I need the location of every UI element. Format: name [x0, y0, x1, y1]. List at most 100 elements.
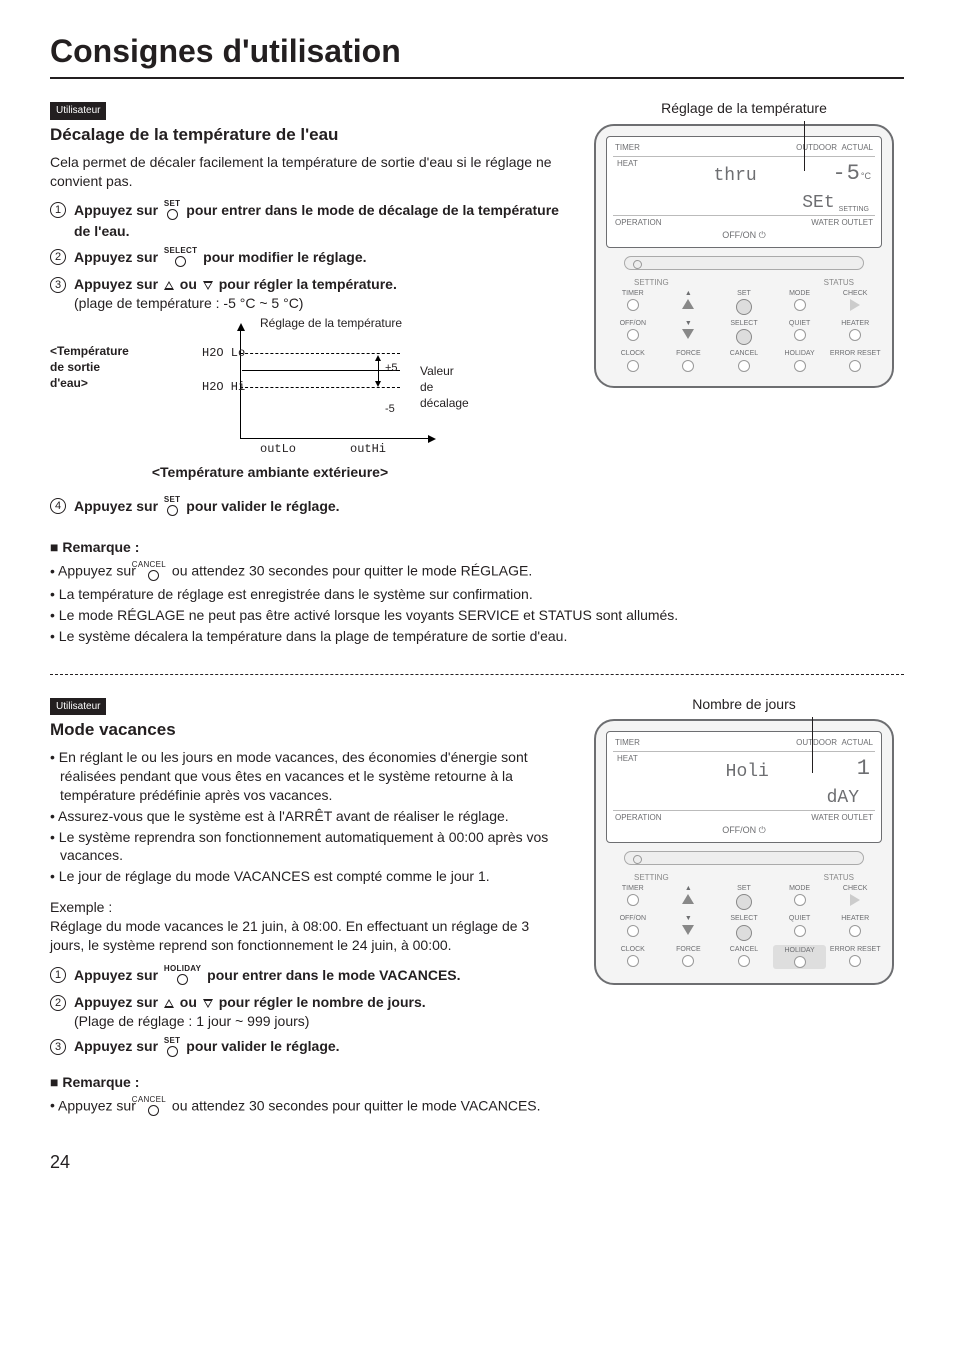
set-label: SET: [737, 884, 751, 893]
section-holiday-mode: Utilisateur Mode vacances En réglant le …: [50, 695, 904, 1120]
lcd-setting: SETTING: [839, 205, 869, 214]
timer-label: TIMER: [622, 884, 644, 893]
page-number: 24: [50, 1150, 904, 1174]
quiet-label: QUIET: [789, 319, 810, 328]
lcd-sub: SEt: [802, 191, 834, 215]
down-icon: [682, 329, 694, 339]
up-icon: [682, 299, 694, 309]
select-label: SELECT: [730, 914, 757, 923]
step4-text-b: pour valider le réglage.: [186, 498, 339, 514]
error-label: ERROR RESET: [830, 349, 881, 358]
section1-intro: Cela permet de décaler facilement la tem…: [50, 153, 564, 191]
cancel-label: CANCEL: [730, 945, 758, 954]
remark-heading: Remarque :: [50, 538, 904, 557]
s2-step-1: 1 Appuyez sur HOLIDAY pour entrer dans l…: [50, 965, 564, 987]
offon-label: OFF/ON: [620, 319, 646, 328]
chart-x-left: outLo: [260, 441, 296, 457]
s2-b4: Le jour de réglage du mode VACANCES est …: [50, 867, 564, 886]
lcd-outdoor: OUTDOOR: [796, 143, 837, 152]
up-icon: [164, 281, 174, 290]
off-on-slider: [624, 851, 864, 865]
lcd-unit: °C: [861, 171, 871, 181]
s2-remark1a: Appuyez sur: [58, 1097, 136, 1113]
chart-y-bot: H2O Hi: [202, 379, 245, 395]
s2-step3b: pour valider le réglage.: [186, 1038, 339, 1054]
example-body: Réglage du mode vacances le 21 juin, à 0…: [50, 917, 564, 955]
chart-ylabel3: d'eau>: [50, 376, 88, 390]
section-divider: [50, 674, 904, 675]
set-label: SET: [737, 289, 751, 298]
down-icon: [203, 999, 213, 1008]
step-number: 1: [50, 202, 66, 218]
lcd-timer: TIMER: [615, 143, 640, 154]
error-label: ERROR RESET: [830, 945, 881, 954]
mode-label: MODE: [789, 884, 810, 893]
step-4: 4 Appuyez sur SET pour valider le réglag…: [50, 496, 564, 518]
group-setting: SETTING: [634, 278, 669, 289]
holiday-label: HOLIDAY: [784, 946, 814, 955]
button-grid: TIMER ▲ SET MODE CHECK OFF/ON ▼ SELECT Q…: [606, 289, 882, 372]
section-water-shift: Utilisateur Décalage de la température d…: [50, 99, 904, 524]
s2-step-3: 3 Appuyez sur SET pour valider le réglag…: [50, 1037, 564, 1059]
lcd-offon: OFF/ON ⏻: [613, 229, 875, 241]
s2-b3: Le système reprendra son fonctionnement …: [50, 828, 564, 866]
lcd-value: 1: [857, 754, 871, 784]
remark-heading: Remarque :: [50, 1073, 564, 1092]
step-1: 1 Appuyez sur SET pour entrer dans le mo…: [50, 200, 564, 241]
set-button-icon: SET: [164, 1037, 180, 1059]
panel2-caption: Nombre de jours: [584, 695, 904, 714]
clock-label: CLOCK: [621, 945, 645, 954]
check-label: CHECK: [843, 289, 868, 298]
off-on-slider: [624, 256, 864, 270]
step3-text-b: pour régler la température.: [219, 276, 397, 292]
lcd-heat: HEAT: [617, 159, 638, 170]
heater-label: HEATER: [841, 319, 869, 328]
s2-step2a: Appuyez sur: [74, 994, 158, 1010]
lcd-actual: ACTUAL: [841, 143, 873, 152]
temperature-chart: Réglage de la température H2O Lo H2O Hi …: [130, 319, 450, 459]
lcd-timer: TIMER: [615, 738, 640, 749]
force-label: FORCE: [676, 945, 701, 954]
s2-remark1b: ou attendez 30 secondes pour quitter le …: [172, 1097, 541, 1113]
cancel-button-icon: CANCEL: [142, 1096, 166, 1118]
select-label: SELECT: [730, 319, 757, 328]
page-title: Consignes d'utilisation: [50, 30, 904, 79]
s2-step1a: Appuyez sur: [74, 967, 158, 983]
remote-panel-1: TIMER OUTDOOR ACTUAL HEAT thru -5°C SEt …: [594, 124, 894, 388]
section1-title: Décalage de la température de l'eau: [50, 124, 564, 147]
set-button-icon: SET: [164, 496, 180, 518]
timer-label: TIMER: [622, 289, 644, 298]
example-head: Exemple :: [50, 898, 564, 917]
lcd-operation: OPERATION: [615, 813, 662, 824]
lcd-actual: ACTUAL: [841, 738, 873, 747]
up-icon: [682, 894, 694, 904]
group-setting: SETTING: [634, 873, 669, 884]
step2-text-b: pour modifier le réglage.: [203, 249, 366, 265]
s2-step2b: pour régler le nombre de jours.: [219, 994, 426, 1010]
user-tag: Utilisateur: [50, 102, 106, 120]
step1-text-a: Appuyez sur: [74, 202, 158, 218]
step-number: 2: [50, 249, 66, 265]
step3-text-a: Appuyez sur: [74, 276, 158, 292]
s2-step-2: 2 Appuyez sur ou pour régler le nombre d…: [50, 993, 564, 1031]
lcd-water: WATER OUTLET: [811, 813, 873, 824]
holiday-button-icon: HOLIDAY: [164, 965, 201, 987]
panel1-caption: Réglage de la température: [584, 99, 904, 118]
chart-right1: Valeur de: [420, 364, 454, 394]
chart-ylabel2: de sortie: [50, 360, 100, 374]
holiday-label: HOLIDAY: [784, 349, 814, 358]
s2-step2sub: (Plage de réglage : 1 jour ~ 999 jours): [74, 1012, 564, 1031]
remark1b: ou attendez 30 secondes pour quitter le …: [172, 563, 532, 579]
remark4: Le système décalera la température dans …: [50, 627, 904, 646]
lcd-operation: OPERATION: [615, 218, 662, 229]
quiet-label: QUIET: [789, 914, 810, 923]
lcd-sub: dAY: [827, 786, 859, 810]
chart-right2: décalage: [420, 396, 469, 410]
step-number: 2: [50, 995, 66, 1011]
section1-remarks: Appuyez sur CANCEL ou attendez 30 second…: [50, 561, 904, 646]
remark3: Le mode RÉGLAGE ne peut pas être activé …: [50, 606, 904, 625]
s2-step3a: Appuyez sur: [74, 1038, 158, 1054]
down-icon: [203, 281, 213, 290]
user-tag: Utilisateur: [50, 698, 106, 716]
step-3: 3 Appuyez sur ou pour régler la températ…: [50, 275, 564, 313]
